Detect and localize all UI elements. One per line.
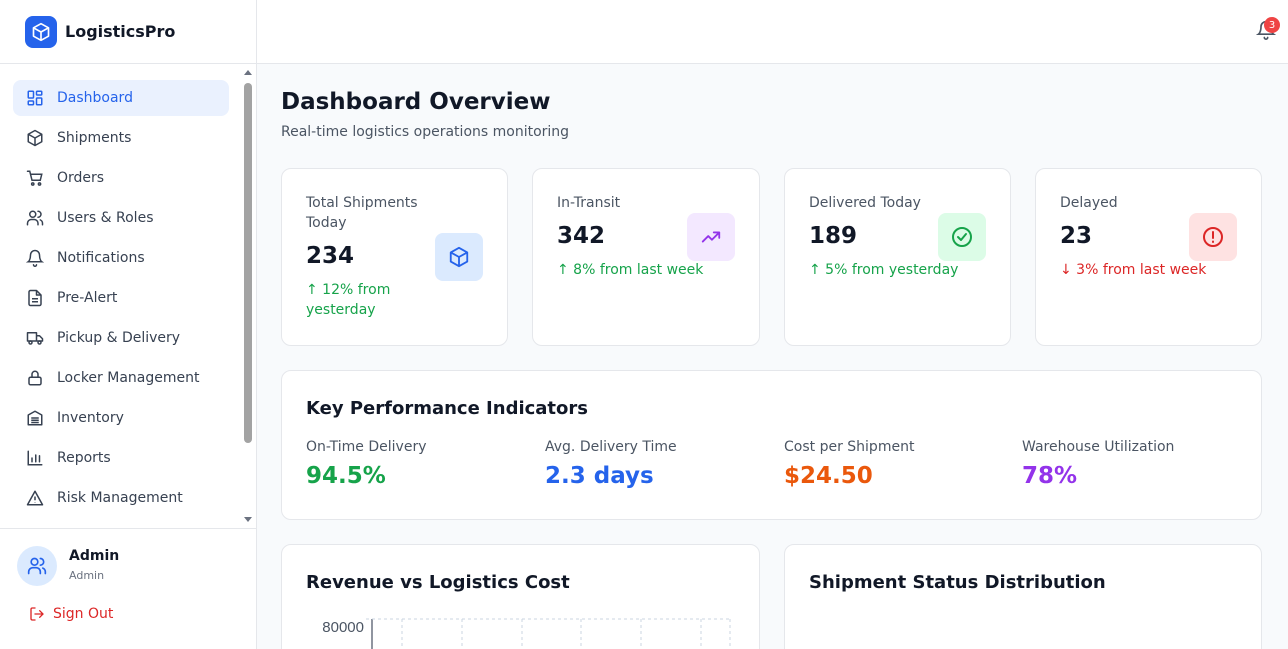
kpi-on-time-delivery: On-Time Delivery 94.5% xyxy=(306,439,426,489)
brand: LogisticsPro xyxy=(0,0,256,64)
trending-up-icon xyxy=(687,213,735,261)
sidebar-item-risk-management[interactable]: Risk Management xyxy=(13,480,229,516)
stat-card-delivered-today: Delivered Today 189 ↑ 5% from yesterday xyxy=(784,168,1011,346)
check-circle-icon xyxy=(938,213,986,261)
kpi-value: 2.3 days xyxy=(545,463,654,489)
sidebar-item-pre-alert[interactable]: Pre-Alert xyxy=(13,280,229,316)
stat-value: 342 xyxy=(557,223,606,249)
stat-change: ↑ 12% from yesterday xyxy=(306,282,391,318)
warning-icon xyxy=(25,488,45,508)
kpi-cost-per-shipment: Cost per Shipment $24.50 xyxy=(784,439,914,489)
page-subtitle: Real-time logistics operations monitorin… xyxy=(281,124,570,140)
status-chart-card: Shipment Status Distribution xyxy=(784,544,1262,649)
logo-icon xyxy=(25,15,57,48)
logout-icon xyxy=(30,607,44,621)
notification-count-badge: 3 xyxy=(1264,17,1280,33)
bell-icon xyxy=(25,248,45,268)
scroll-down-arrow-icon[interactable] xyxy=(244,517,252,522)
revenue-chart-card: Revenue vs Logistics Cost 80000 xyxy=(281,544,760,649)
sidebar-item-notifications[interactable]: Notifications xyxy=(13,240,229,276)
scroll-up-arrow-icon[interactable] xyxy=(244,70,252,75)
kpi-label: Cost per Shipment xyxy=(784,439,915,455)
page-title: Dashboard Overview xyxy=(281,89,551,115)
sidebar-item-shipments[interactable]: Shipments xyxy=(13,120,229,156)
kpi-title: Key Performance Indicators xyxy=(306,398,588,419)
stat-value: 23 xyxy=(1060,223,1093,249)
sidebar-item-label: Inventory xyxy=(57,410,124,426)
package-icon xyxy=(25,128,45,148)
sidebar-item-label: Risk Management xyxy=(57,490,183,506)
user-panel: Admin Admin Sign Out xyxy=(0,528,256,649)
bar-chart-icon xyxy=(25,448,45,468)
kpi-value: 94.5% xyxy=(306,463,386,489)
warehouse-icon xyxy=(25,408,45,428)
lock-icon xyxy=(25,368,45,388)
notifications-button[interactable]: 3 xyxy=(1255,17,1280,42)
sidebar-item-label: Orders xyxy=(57,170,105,186)
sidebar-item-label: Reports xyxy=(57,450,111,466)
kpi-label: On-Time Delivery xyxy=(306,439,427,455)
users-icon xyxy=(27,557,47,575)
stat-label: In-Transit xyxy=(557,195,621,211)
sidebar-item-label: Notifications xyxy=(57,250,145,266)
alert-circle-icon xyxy=(1189,213,1237,261)
kpi-avg-delivery-time: Avg. Delivery Time 2.3 days xyxy=(545,439,677,489)
stat-card-total-shipments: Total Shipments Today 234 ↑ 12% from yes… xyxy=(281,168,508,346)
kpi-label: Avg. Delivery Time xyxy=(545,439,677,455)
stat-card-in-transit: In-Transit 342 ↑ 8% from last week xyxy=(532,168,760,346)
stat-change: ↓ 3% from last week xyxy=(1060,262,1207,278)
kpi-value: $24.50 xyxy=(784,463,873,489)
kpi-warehouse-utilization: Warehouse Utilization 78% xyxy=(1022,439,1174,489)
kpi-value: 78% xyxy=(1022,463,1078,489)
stat-label: Delivered Today xyxy=(809,195,921,211)
revenue-chart: 80000 xyxy=(322,618,731,649)
sidebar-nav: Dashboard Shipments Orders Users & Roles… xyxy=(0,64,256,528)
kpi-label: Warehouse Utilization xyxy=(1022,439,1175,455)
sidebar-item-label: Users & Roles xyxy=(57,210,154,226)
sidebar-item-orders[interactable]: Orders xyxy=(13,160,229,196)
sidebar-item-label: Locker Management xyxy=(57,370,200,386)
stat-value: 189 xyxy=(809,223,858,249)
sidebar-item-reports[interactable]: Reports xyxy=(13,440,229,476)
kpi-card: Key Performance Indicators On-Time Deliv… xyxy=(281,370,1262,520)
stat-change: ↑ 8% from last week xyxy=(557,262,704,278)
chart-title: Shipment Status Distribution xyxy=(809,572,1106,593)
sidebar-item-dashboard[interactable]: Dashboard xyxy=(13,80,229,116)
app-name: LogisticsPro xyxy=(65,22,176,41)
sidebar-item-label: Pickup & Delivery xyxy=(57,330,181,346)
chart-title: Revenue vs Logistics Cost xyxy=(306,572,570,593)
stat-label: Total Shipments Today xyxy=(306,195,418,231)
sidebar-item-label: Dashboard xyxy=(57,90,133,106)
sidebar-scrollbar[interactable] xyxy=(241,64,256,528)
sidebar-item-label: Shipments xyxy=(57,130,132,146)
top-bar: 3 xyxy=(257,0,1288,64)
sidebar-item-users-roles[interactable]: Users & Roles xyxy=(13,200,229,236)
package-icon xyxy=(435,233,483,281)
stat-change: ↑ 5% from yesterday xyxy=(809,262,959,278)
truck-icon xyxy=(25,328,45,348)
sidebar-item-inventory[interactable]: Inventory xyxy=(13,400,229,436)
sidebar-item-pickup-delivery[interactable]: Pickup & Delivery xyxy=(13,320,229,356)
stat-value: 234 xyxy=(306,243,355,269)
sidebar-item-locker-management[interactable]: Locker Management xyxy=(13,360,229,396)
dashboard-icon xyxy=(25,88,45,108)
user-role: Admin xyxy=(69,569,105,582)
sidebar-item-label: Pre-Alert xyxy=(57,290,118,306)
sidebar: LogisticsPro Dashboard Shipments Orders … xyxy=(0,0,257,649)
stat-card-delayed: Delayed 23 ↓ 3% from last week xyxy=(1035,168,1262,346)
scroll-thumb[interactable] xyxy=(244,83,252,443)
y-tick-label: 80000 xyxy=(322,619,364,636)
avatar[interactable] xyxy=(17,546,57,586)
sign-out-label: Sign Out xyxy=(53,606,114,622)
stat-label: Delayed xyxy=(1060,195,1118,211)
cart-icon xyxy=(25,168,45,188)
sign-out-button[interactable]: Sign Out xyxy=(29,606,113,622)
user-name: Admin xyxy=(69,548,120,564)
users-icon xyxy=(25,208,45,228)
document-icon xyxy=(25,288,45,308)
